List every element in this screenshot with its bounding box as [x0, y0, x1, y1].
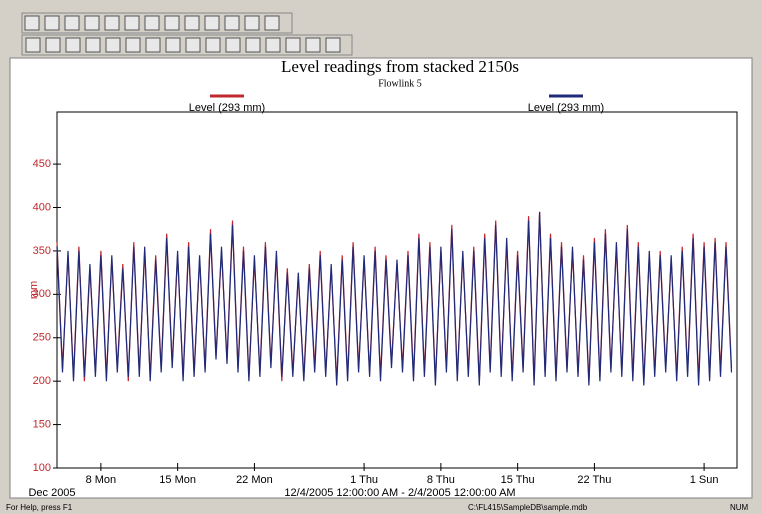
chart-area: [9, 57, 753, 499]
toolbar-button[interactable]: [24, 15, 40, 31]
toolbar-button[interactable]: [104, 15, 120, 31]
toolbar-button[interactable]: [144, 15, 160, 31]
toolbar-button[interactable]: [45, 37, 61, 53]
toolbar-button[interactable]: [264, 15, 280, 31]
y-tick-label: 400: [33, 201, 51, 213]
toolbar-button[interactable]: [204, 15, 220, 31]
toolbar-icons: [24, 15, 341, 53]
plot-frame: [56, 111, 738, 469]
x-tick-label: 1 Sun: [690, 474, 719, 486]
y-tick-label: 200: [33, 375, 51, 387]
toolbar-button[interactable]: [25, 37, 41, 53]
x-tick-label: 15 Thu: [501, 474, 535, 486]
toolbar-button[interactable]: [205, 37, 221, 53]
toolbar-button[interactable]: [244, 15, 260, 31]
y-tick-label: 350: [33, 245, 51, 257]
x-tick-label: 8 Thu: [427, 474, 455, 486]
toolbar-button[interactable]: [325, 37, 341, 53]
legend-label: Level (293 mm): [189, 102, 265, 114]
toolbar-button[interactable]: [105, 37, 121, 53]
x-tick-label: 8 Mon: [86, 474, 117, 486]
toolbar-button[interactable]: [184, 15, 200, 31]
toolbar-button[interactable]: [85, 37, 101, 53]
y-tick-label: 300: [33, 288, 51, 300]
toolbar-button[interactable]: [44, 15, 60, 31]
toolbar-button[interactable]: [64, 15, 80, 31]
toolbar-button[interactable]: [65, 37, 81, 53]
x-tick-label: 22 Mon: [236, 474, 273, 486]
chart-title: Level readings from stacked 2150s: [281, 57, 519, 76]
status-help: For Help, press F1: [6, 503, 73, 512]
toolbar-button[interactable]: [164, 15, 180, 31]
toolbar-button[interactable]: [265, 37, 281, 53]
toolbar-button[interactable]: [185, 37, 201, 53]
chart-subtitle: Flowlink 5: [378, 78, 422, 89]
x-tick-label: 15 Mon: [159, 474, 196, 486]
y-tick-label: 150: [33, 418, 51, 430]
status-bar: [0, 500, 762, 514]
toolbar-button[interactable]: [224, 15, 240, 31]
y-tick-label: 450: [33, 158, 51, 170]
y-tick-label: 100: [33, 462, 51, 474]
toolbar-button[interactable]: [305, 37, 321, 53]
x-tick-label: 1 Thu: [350, 474, 378, 486]
toolbar-button[interactable]: [165, 37, 181, 53]
legend-label: Level (293 mm): [528, 102, 604, 114]
toolbar-button[interactable]: [125, 37, 141, 53]
x-tick-label: 22 Thu: [577, 474, 611, 486]
toolbar-button[interactable]: [285, 37, 301, 53]
y-axis-label: mm: [28, 281, 40, 299]
x-range-label: 12/4/2005 12:00:00 AM - 2/4/2005 12:00:0…: [284, 487, 515, 499]
toolbar-button[interactable]: [245, 37, 261, 53]
status-path: C:\FL415\SampleDB\sample.mdb: [468, 503, 588, 512]
data-line: [56, 211, 733, 386]
status-mode: NUM: [730, 503, 749, 512]
toolbar-button[interactable]: [84, 15, 100, 31]
toolbar-button[interactable]: [145, 37, 161, 53]
toolbar-button[interactable]: [225, 37, 241, 53]
y-tick-label: 250: [33, 332, 51, 344]
toolbar-button[interactable]: [124, 15, 140, 31]
x-axis-year: Dec 2005: [28, 487, 75, 499]
